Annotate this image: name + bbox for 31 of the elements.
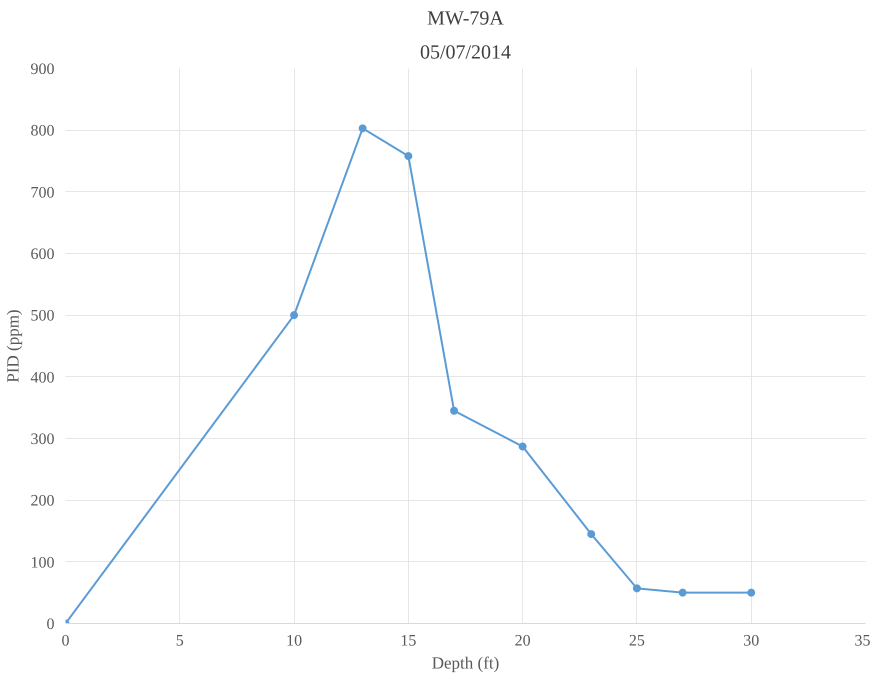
- y-tick-label: 100: [30, 554, 54, 572]
- y-tick-label: 800: [30, 122, 54, 140]
- x-tick-label: 30: [743, 632, 760, 650]
- x-tick-label: 15: [400, 632, 416, 650]
- x-axis-title: Depth (ft): [432, 654, 500, 672]
- x-tick-label: 35: [854, 632, 870, 650]
- point: [632, 584, 641, 592]
- x-tick-label: 0: [62, 632, 70, 650]
- y-tick-label: 900: [30, 61, 54, 78]
- point: [518, 442, 527, 451]
- y-tick-label: 700: [30, 184, 54, 202]
- y-tick-label: 300: [30, 431, 54, 448]
- y-tick-label: 600: [30, 246, 54, 263]
- point: [450, 406, 458, 415]
- point: [358, 124, 367, 132]
- y-tick-label: 500: [30, 308, 54, 325]
- y-tick-label: 0: [46, 616, 54, 633]
- point: [404, 152, 412, 160]
- y-axis-title: PID (ppm): [4, 309, 22, 383]
- x-tick-label: 25: [628, 632, 645, 650]
- y-tick-label: 400: [30, 369, 54, 386]
- chart-title: MW-79A: [427, 8, 504, 30]
- point: [678, 588, 687, 597]
- point: [587, 530, 596, 538]
- x-tick-label: 5: [176, 632, 184, 650]
- x-tick-label: 10: [286, 632, 302, 650]
- point: [747, 588, 756, 597]
- x-tick-label: 20: [514, 632, 531, 650]
- y-tick-label: 200: [30, 492, 54, 510]
- chart-subtitle: 05/07/2014: [420, 42, 512, 64]
- point: [290, 311, 298, 320]
